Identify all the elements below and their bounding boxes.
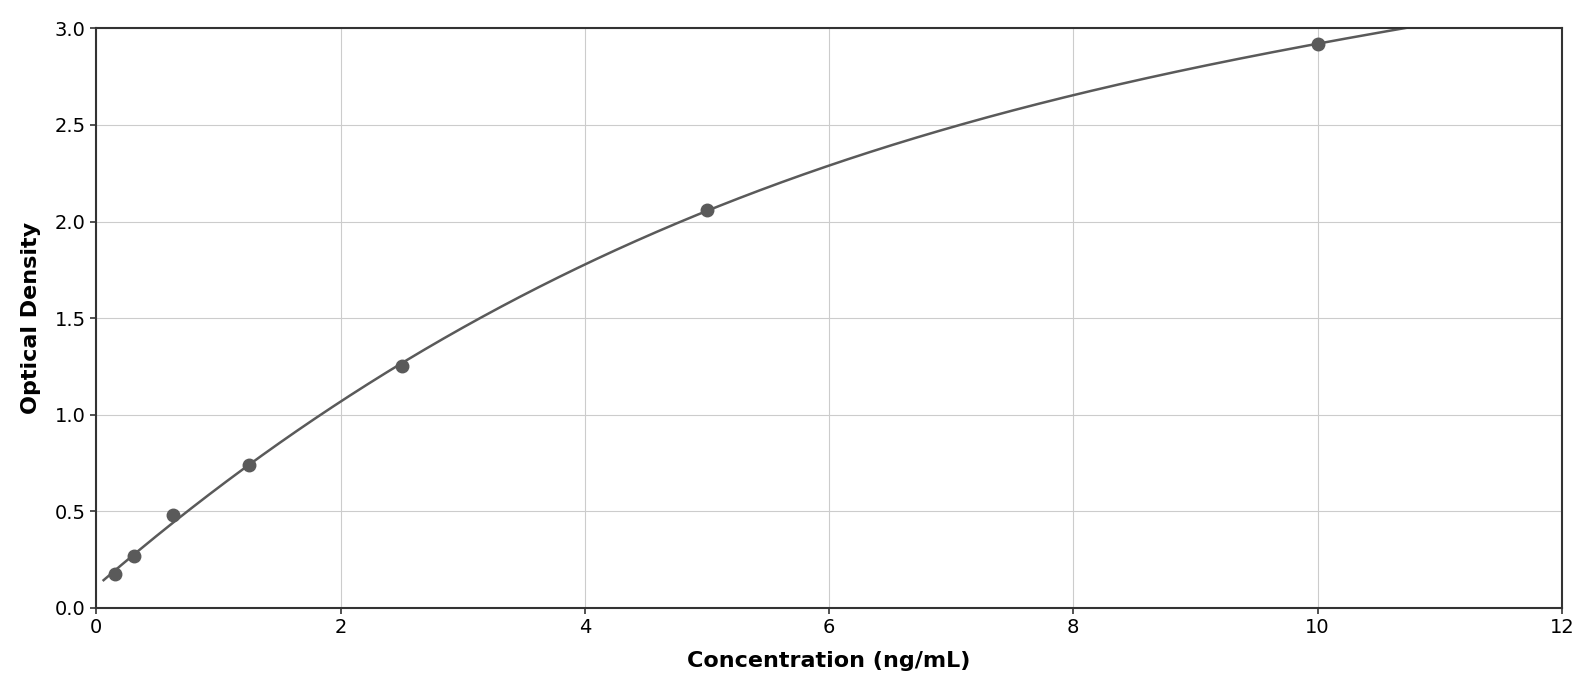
Y-axis label: Optical Density: Optical Density [21,222,41,414]
Point [1305,38,1330,49]
Point [102,569,128,580]
Point [121,550,147,561]
Point [236,459,262,471]
X-axis label: Concentration (ng/mL): Concentration (ng/mL) [687,651,971,671]
Point [389,361,415,372]
Point [160,509,185,520]
Point [694,204,719,215]
